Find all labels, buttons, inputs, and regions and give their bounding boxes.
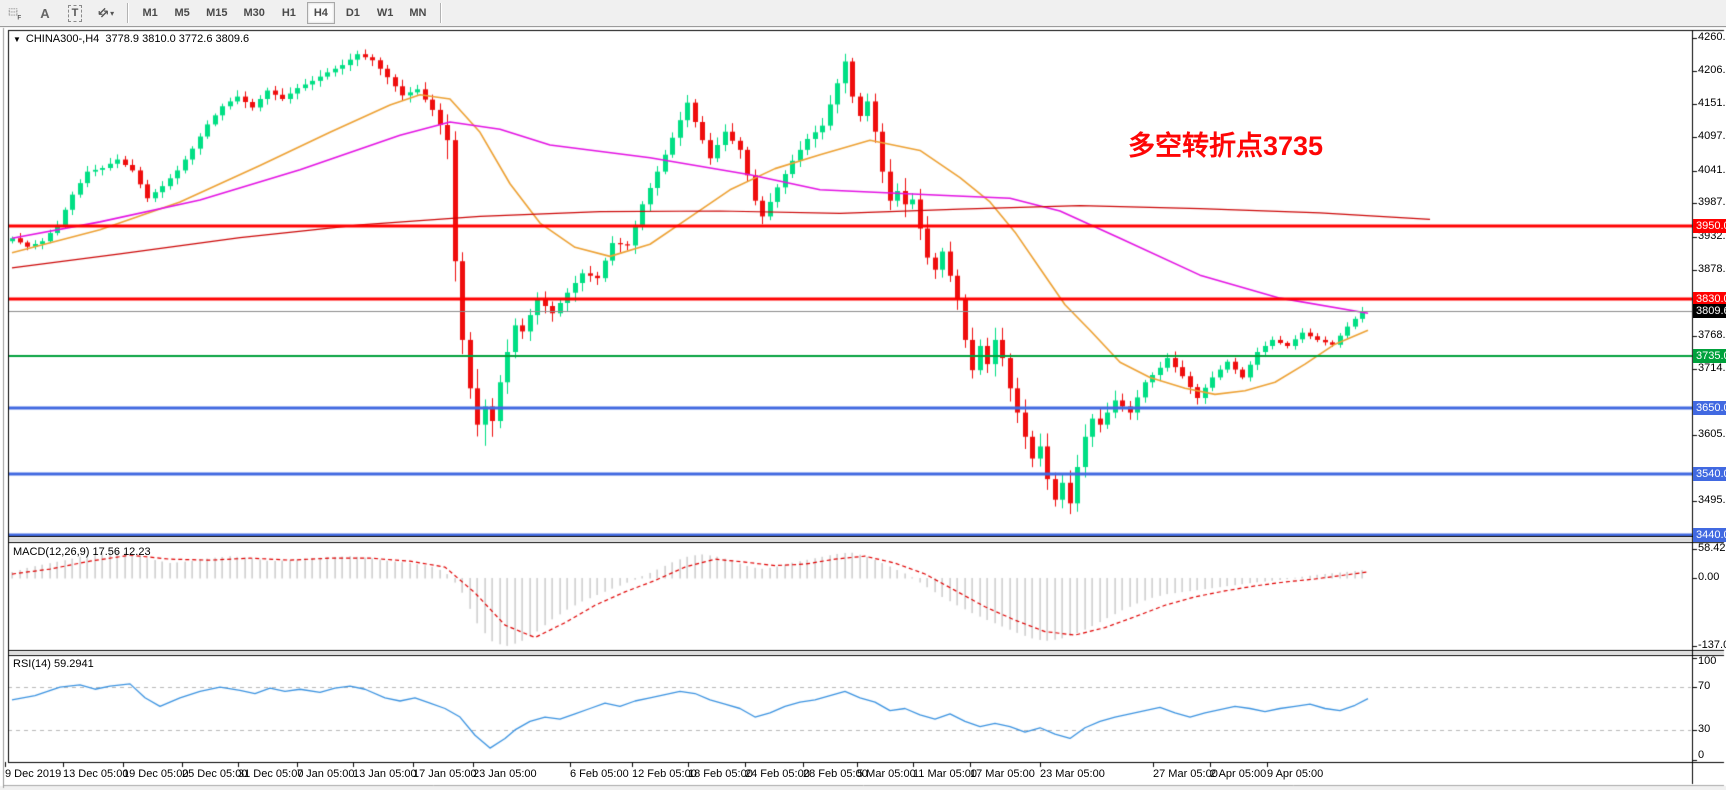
toolbar: F A T ⇵ ▾ M1 M5 M15 M30 H1 H4 D1 W1 MN <box>0 0 1726 27</box>
timeframe-button-h1[interactable]: H1 <box>275 2 303 24</box>
timeframe-button-m1[interactable]: M1 <box>136 2 164 24</box>
timeframe-button-m30[interactable]: M30 <box>237 2 270 24</box>
toolbar-separator <box>127 3 130 23</box>
templates-grid-icon[interactable]: F <box>2 2 28 24</box>
timeframe-button-d1[interactable]: D1 <box>339 2 367 24</box>
grid-f-letter: F <box>17 14 21 21</box>
timeframe-button-m5[interactable]: M5 <box>168 2 196 24</box>
cycle-arrows-icon: ⇵ <box>94 4 112 22</box>
text-box-button[interactable]: T <box>62 2 88 24</box>
line-studies-button[interactable]: ⇵ ▾ <box>92 2 120 24</box>
dropdown-caret-icon: ▾ <box>110 8 115 18</box>
timeframe-button-h4[interactable]: H4 <box>306 2 335 24</box>
timeframe-button-mn[interactable]: MN <box>403 2 432 24</box>
timeframe-button-w1[interactable]: W1 <box>371 2 400 24</box>
grid-f-icon: F <box>8 7 21 21</box>
letter-t-icon: T <box>68 4 82 22</box>
text-label-a-button[interactable]: A <box>32 2 58 24</box>
letter-a-icon: A <box>40 5 50 21</box>
timeframe-button-m15[interactable]: M15 <box>200 2 233 24</box>
toolbar-separator <box>439 3 442 23</box>
